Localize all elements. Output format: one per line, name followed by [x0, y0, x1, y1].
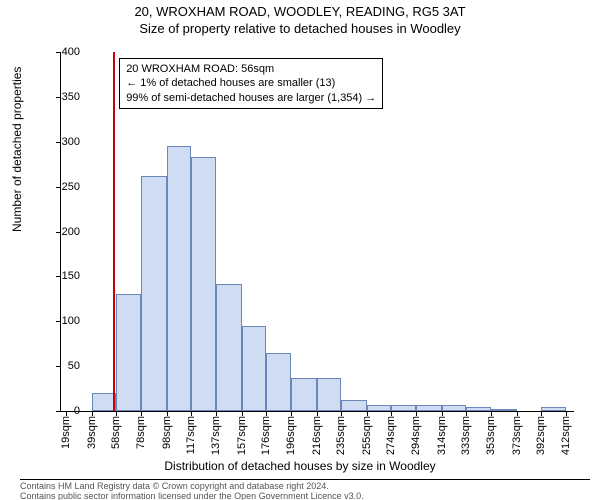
histogram-bar [391, 405, 416, 411]
histogram-bar [191, 157, 216, 411]
histogram-bar [491, 409, 516, 411]
x-tick-label: 373sqm [511, 416, 523, 455]
y-tick-label: 0 [50, 405, 80, 417]
histogram-bar [466, 407, 491, 411]
histogram-bar [242, 326, 266, 411]
plot-area: 19sqm39sqm58sqm78sqm98sqm117sqm137sqm157… [60, 52, 574, 412]
x-tick-label: 157sqm [236, 416, 248, 455]
x-tick-label: 117sqm [185, 416, 197, 454]
y-tick-label: 150 [50, 270, 80, 282]
chart-container: 20, WROXHAM ROAD, WOODLEY, READING, RG5 … [0, 4, 600, 500]
histogram-bar [416, 405, 441, 411]
info-box-line: 20 WROXHAM ROAD: 56sqm [126, 62, 376, 76]
histogram-bar [116, 294, 141, 411]
histogram-bar [341, 400, 366, 411]
chart-title-subtitle: Size of property relative to detached ho… [0, 21, 600, 36]
histogram-bar [367, 405, 391, 411]
info-box-line: ← 1% of detached houses are smaller (13) [126, 76, 376, 90]
y-tick-label: 300 [50, 136, 80, 148]
x-tick-label: 78sqm [135, 416, 147, 449]
histogram-bar [266, 353, 291, 411]
histogram-bar [291, 378, 316, 411]
info-box-line: 99% of semi-detached houses are larger (… [126, 91, 376, 105]
histogram-bar [141, 176, 166, 411]
histogram-bar [92, 393, 116, 411]
histogram-bar [541, 407, 566, 411]
footer-line-2: Contains public sector information licen… [20, 492, 590, 500]
y-tick-label: 200 [50, 226, 80, 238]
x-tick-label: 255sqm [361, 416, 373, 455]
histogram-bar [442, 405, 466, 411]
histogram-bar [167, 146, 191, 411]
x-tick-label: 98sqm [161, 416, 173, 449]
x-tick-label: 39sqm [86, 416, 98, 449]
x-tick-label: 19sqm [60, 416, 72, 449]
y-tick-label: 100 [50, 315, 80, 327]
x-tick-label: 176sqm [260, 416, 272, 455]
y-axis-title: Number of detached properties [10, 67, 24, 232]
y-tick-label: 250 [50, 181, 80, 193]
plot-wrap: 19sqm39sqm58sqm78sqm98sqm117sqm137sqm157… [60, 52, 574, 412]
y-tick-label: 350 [50, 91, 80, 103]
x-tick-label: 294sqm [410, 416, 422, 455]
y-tick-label: 400 [50, 46, 80, 58]
x-tick-label: 314sqm [436, 416, 448, 455]
x-axis-title: Distribution of detached houses by size … [0, 459, 600, 473]
histogram-bar [317, 378, 341, 411]
x-tick-label: 353sqm [485, 416, 497, 455]
x-tick-label: 333sqm [460, 416, 472, 455]
y-tick-label: 50 [50, 360, 80, 372]
chart-title-address: 20, WROXHAM ROAD, WOODLEY, READING, RG5 … [0, 4, 600, 19]
reference-line [113, 52, 115, 411]
x-tick-label: 216sqm [311, 416, 323, 455]
footer-attribution: Contains HM Land Registry data © Crown c… [20, 479, 590, 500]
x-tick-label: 196sqm [285, 416, 297, 455]
x-tick-label: 58sqm [110, 416, 122, 449]
x-tick-label: 392sqm [535, 416, 547, 455]
x-tick-label: 137sqm [210, 416, 222, 455]
x-tick-label: 412sqm [560, 416, 572, 455]
x-tick-label: 274sqm [385, 416, 397, 455]
x-tick-label: 235sqm [335, 416, 347, 455]
info-box: 20 WROXHAM ROAD: 56sqm← 1% of detached h… [119, 58, 383, 109]
histogram-bar [216, 284, 241, 411]
